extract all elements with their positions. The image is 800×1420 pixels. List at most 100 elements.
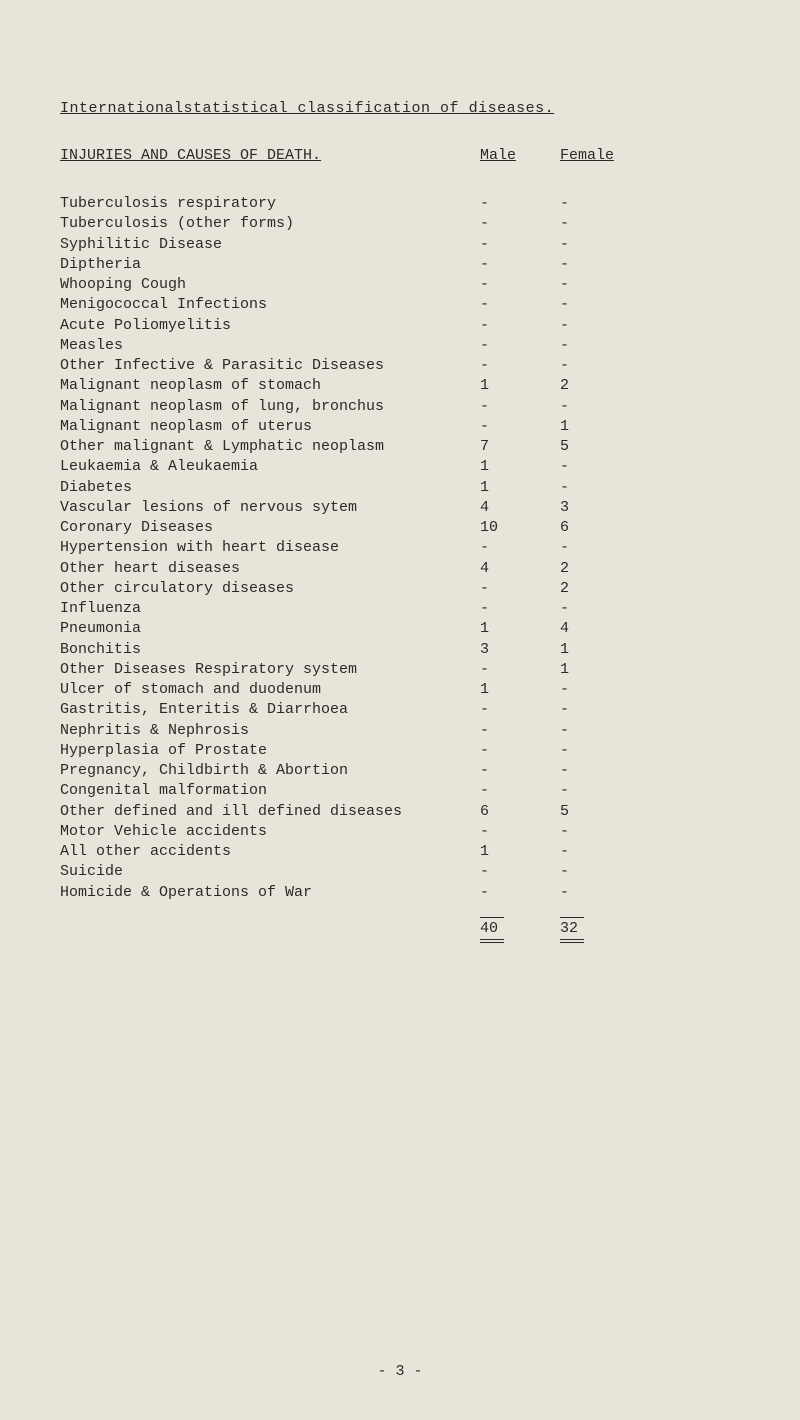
male-value: - [480,214,560,234]
total-male-cell: 40 [480,917,560,943]
table-row: Homicide & Operations of War-- [60,883,740,903]
female-value: - [560,680,660,700]
table-row: Hypertension with heart disease-- [60,538,740,558]
cause-label: Influenza [60,599,480,619]
female-value: 2 [560,559,660,579]
table-row: Diabetes1- [60,478,740,498]
total-female: 32 [560,917,584,943]
cause-label: Ulcer of stomach and duodenum [60,680,480,700]
male-value: - [480,417,560,437]
female-value: 3 [560,498,660,518]
male-value: 6 [480,802,560,822]
male-value: - [480,336,560,356]
table-row: Leukaemia & Aleukaemia1- [60,457,740,477]
cause-label: Measles [60,336,480,356]
table-row: Influenza-- [60,599,740,619]
table-row: Other malignant & Lymphatic neoplasm75 [60,437,740,457]
female-value: 5 [560,437,660,457]
table-row: Pregnancy, Childbirth & Abortion-- [60,761,740,781]
male-value: - [480,741,560,761]
male-value: - [480,700,560,720]
table-row: Whooping Cough-- [60,275,740,295]
male-value: - [480,295,560,315]
table-row: Hyperplasia of Prostate-- [60,741,740,761]
male-value: - [480,255,560,275]
cause-label: Other defined and ill defined diseases [60,802,480,822]
cause-label: Congenital malformation [60,781,480,801]
female-value: 1 [560,640,660,660]
female-value: - [560,214,660,234]
cause-label: Whooping Cough [60,275,480,295]
female-value: - [560,822,660,842]
female-value: 2 [560,376,660,396]
table-row: Motor Vehicle accidents-- [60,822,740,842]
male-value: - [480,538,560,558]
male-value: 1 [480,457,560,477]
female-value: 2 [560,579,660,599]
female-value: - [560,275,660,295]
table-row: Other Infective & Parasitic Diseases-- [60,356,740,376]
female-value: - [560,741,660,761]
female-value: - [560,538,660,558]
totals-spacer [60,917,480,943]
table-row: Malignant neoplasm of lung, bronchus-- [60,397,740,417]
male-value: 3 [480,640,560,660]
male-value: - [480,397,560,417]
male-value: 1 [480,842,560,862]
female-value: - [560,356,660,376]
cause-label: Pneumonia [60,619,480,639]
female-value: - [560,478,660,498]
male-value: - [480,781,560,801]
cause-label: Diptheria [60,255,480,275]
cause-label: Nephritis & Nephrosis [60,721,480,741]
cause-label: Tuberculosis respiratory [60,194,480,214]
female-value: - [560,761,660,781]
table-row: Malignant neoplasm of stomach12 [60,376,740,396]
document-title: Internationalstatistical classification … [60,100,740,117]
header-causes: INJURIES AND CAUSES OF DEATH. [60,147,480,164]
male-value: 10 [480,518,560,538]
cause-label: Malignant neoplasm of uterus [60,417,480,437]
header-female: Female [560,147,660,164]
female-value: - [560,781,660,801]
cause-label: Diabetes [60,478,480,498]
male-value: 1 [480,680,560,700]
table-row: Bonchitis31 [60,640,740,660]
table-row: Other circulatory diseases-2 [60,579,740,599]
table-row: Gastritis, Enteritis & Diarrhoea-- [60,700,740,720]
female-value: - [560,457,660,477]
total-female-cell: 32 [560,917,660,943]
cause-label: All other accidents [60,842,480,862]
female-value: - [560,862,660,882]
cause-label: Gastritis, Enteritis & Diarrhoea [60,700,480,720]
male-value: 4 [480,559,560,579]
table-row: Diptheria-- [60,255,740,275]
table-row: Ulcer of stomach and duodenum1- [60,680,740,700]
female-value: 1 [560,660,660,680]
female-value: 1 [560,417,660,437]
female-value: - [560,316,660,336]
table-row: Acute Poliomyelitis-- [60,316,740,336]
table-header: INJURIES AND CAUSES OF DEATH. Male Femal… [60,147,740,164]
female-value: - [560,397,660,417]
table-row: Malignant neoplasm of uterus-1 [60,417,740,437]
cause-label: Hyperplasia of Prostate [60,741,480,761]
table-row: Coronary Diseases106 [60,518,740,538]
female-value: 5 [560,802,660,822]
table-row: Measles-- [60,336,740,356]
cause-label: Vascular lesions of nervous sytem [60,498,480,518]
table-body: Tuberculosis respiratory--Tuberculosis (… [60,194,740,903]
male-value: - [480,579,560,599]
female-value: - [560,599,660,619]
male-value: - [480,761,560,781]
female-value: - [560,700,660,720]
cause-label: Coronary Diseases [60,518,480,538]
totals-row: 40 32 [60,917,740,943]
female-value: - [560,194,660,214]
cause-label: Syphilitic Disease [60,235,480,255]
male-value: 1 [480,478,560,498]
page-content: Internationalstatistical classification … [0,0,800,1420]
page-number: - 3 - [60,1363,740,1380]
cause-label: Motor Vehicle accidents [60,822,480,842]
male-value: - [480,822,560,842]
